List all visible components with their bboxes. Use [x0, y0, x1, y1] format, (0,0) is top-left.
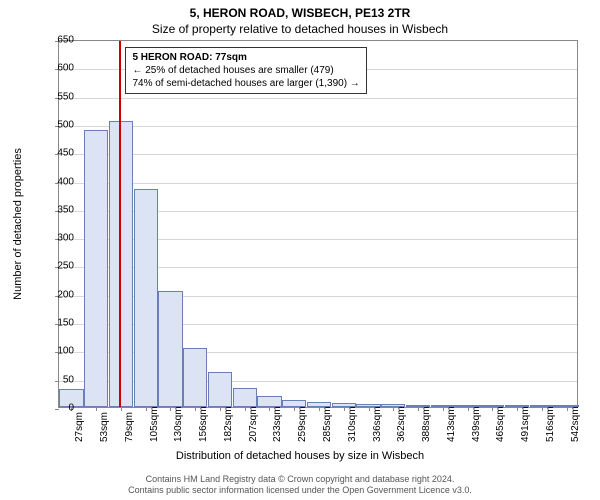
x-tick-mark	[245, 407, 246, 411]
x-tick-label: 336sqm	[372, 406, 383, 442]
x-tick-mark	[393, 407, 394, 411]
x-tick-mark	[220, 407, 221, 411]
y-tick-label: 650	[57, 35, 74, 46]
footer-line1: Contains HM Land Registry data © Crown c…	[0, 474, 600, 485]
x-tick-mark	[195, 407, 196, 411]
y-tick-label: 500	[57, 119, 74, 130]
chart-container: 5 HERON ROAD: 77sqm← 25% of detached hou…	[58, 40, 578, 408]
x-tick-label: 207sqm	[248, 406, 259, 442]
info-box-smaller: ← 25% of detached houses are smaller (47…	[132, 64, 359, 77]
y-axis-label: Number of detached properties	[12, 148, 24, 300]
histogram-bar	[134, 189, 158, 407]
x-tick-label: 465sqm	[495, 406, 506, 442]
x-tick-label: 53sqm	[99, 412, 110, 442]
x-tick-label: 79sqm	[124, 412, 135, 442]
x-tick-label: 285sqm	[322, 406, 333, 442]
x-tick-mark	[146, 407, 147, 411]
x-tick-label: 130sqm	[173, 406, 184, 442]
footer-line2: Contains public sector information licen…	[0, 485, 600, 496]
histogram-bar	[208, 372, 232, 407]
x-tick-label: 516sqm	[545, 406, 556, 442]
y-tick-label: 300	[57, 233, 74, 244]
x-tick-mark	[517, 407, 518, 411]
x-tick-mark	[492, 407, 493, 411]
y-gridline	[59, 126, 577, 127]
x-tick-mark	[443, 407, 444, 411]
x-tick-label: 413sqm	[446, 406, 457, 442]
y-tick-mark	[55, 409, 59, 410]
histogram-bar	[257, 396, 281, 407]
x-tick-mark	[170, 407, 171, 411]
histogram-bar	[233, 388, 257, 407]
y-tick-label: 450	[57, 148, 74, 159]
y-gridline	[59, 154, 577, 155]
info-box: 5 HERON ROAD: 77sqm← 25% of detached hou…	[125, 47, 366, 94]
x-tick-mark	[542, 407, 543, 411]
plot-area: 5 HERON ROAD: 77sqm← 25% of detached hou…	[58, 40, 578, 408]
x-tick-mark	[567, 407, 568, 411]
histogram-bar	[84, 130, 108, 407]
x-tick-label: 439sqm	[471, 406, 482, 442]
y-tick-label: 400	[57, 176, 74, 187]
info-box-larger: 74% of semi-detached houses are larger (…	[132, 77, 359, 90]
x-tick-label: 233sqm	[272, 406, 283, 442]
x-tick-label: 105sqm	[149, 406, 160, 442]
y-tick-label: 350	[57, 204, 74, 215]
x-tick-mark	[294, 407, 295, 411]
info-box-title: 5 HERON ROAD: 77sqm	[132, 51, 359, 64]
x-tick-label: 362sqm	[396, 406, 407, 442]
x-tick-label: 310sqm	[347, 406, 358, 442]
x-tick-mark	[468, 407, 469, 411]
x-tick-label: 542sqm	[570, 406, 581, 442]
x-tick-mark	[319, 407, 320, 411]
x-axis-label: Distribution of detached houses by size …	[0, 450, 600, 462]
y-tick-label: 250	[57, 261, 74, 272]
property-marker-line	[119, 41, 121, 407]
y-gridline	[59, 98, 577, 99]
x-tick-label: 388sqm	[421, 406, 432, 442]
page-title-address: 5, HERON ROAD, WISBECH, PE13 2TR	[0, 0, 600, 20]
y-tick-label: 50	[63, 374, 74, 385]
x-tick-label: 156sqm	[198, 406, 209, 442]
y-tick-label: 200	[57, 289, 74, 300]
x-tick-label: 182sqm	[223, 406, 234, 442]
y-tick-label: 600	[57, 63, 74, 74]
x-tick-mark	[269, 407, 270, 411]
x-tick-mark	[96, 407, 97, 411]
histogram-bar	[183, 348, 207, 407]
x-tick-label: 27sqm	[74, 412, 85, 442]
y-tick-label: 100	[57, 346, 74, 357]
page-subtitle: Size of property relative to detached ho…	[0, 20, 600, 36]
y-tick-label: 550	[57, 91, 74, 102]
y-tick-label: 150	[57, 318, 74, 329]
footer-attribution: Contains HM Land Registry data © Crown c…	[0, 474, 600, 496]
x-tick-mark	[121, 407, 122, 411]
x-tick-mark	[344, 407, 345, 411]
y-gridline	[59, 183, 577, 184]
x-tick-label: 259sqm	[297, 406, 308, 442]
histogram-bar	[158, 291, 182, 407]
x-tick-label: 491sqm	[520, 406, 531, 442]
x-tick-mark	[418, 407, 419, 411]
x-tick-mark	[369, 407, 370, 411]
y-tick-mark	[55, 381, 59, 382]
